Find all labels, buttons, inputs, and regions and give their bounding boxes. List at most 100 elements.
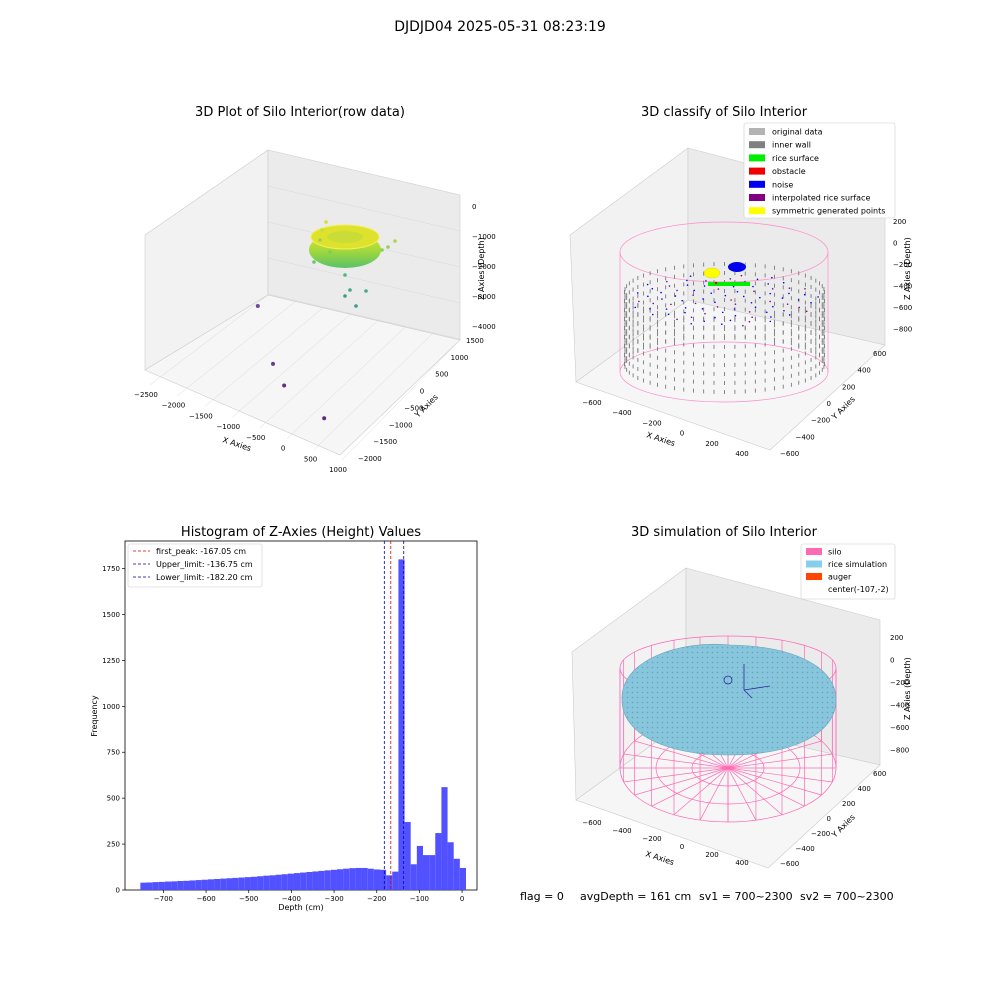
panel2-surface-point — [646, 283, 649, 286]
panel2-wall-point — [815, 337, 817, 342]
panel2-wall-point — [693, 388, 694, 393]
panel2-wall-point — [724, 262, 725, 266]
panel2-wall-point — [821, 293, 823, 298]
panel2-wall-point — [764, 342, 766, 347]
panel2-wall-point — [713, 307, 715, 312]
panel2-wall-point — [734, 325, 736, 330]
panel2-wall-point — [626, 320, 628, 325]
panel2-wall-point — [632, 364, 634, 369]
panel1-data-point — [348, 288, 352, 292]
panel1-ztick: −2000 — [472, 263, 496, 271]
histogram-bar — [361, 867, 368, 890]
panel2-symmetric-points — [703, 267, 721, 279]
panel2-wall-point — [674, 319, 675, 324]
histogram-ytick: 1750 — [102, 565, 120, 573]
histogram-bar — [386, 875, 393, 890]
panel2-wall-point — [774, 386, 775, 391]
histogram-bar — [429, 855, 436, 890]
panel1-ytick: 1000 — [451, 354, 469, 362]
panel2-wall-point — [790, 373, 792, 378]
panel2-wall-point — [637, 376, 639, 380]
panel2-surface-point — [684, 311, 686, 314]
panel2-wall-point — [703, 271, 705, 276]
histogram-bar — [250, 876, 258, 890]
panel2-wall-point — [819, 370, 821, 375]
panel2-wall-point — [821, 338, 823, 343]
panel4-ztick: −600 — [890, 724, 909, 732]
panel2-wall-point — [804, 351, 806, 356]
panel2-ztick: −400 — [893, 283, 912, 291]
panel2-wall-point — [744, 316, 746, 321]
panel2-wall-point — [798, 371, 800, 376]
panel2-legend-label: noise — [772, 180, 793, 189]
panel2-wall-point — [683, 351, 685, 356]
panel2-wall-point — [624, 305, 626, 310]
panel2-wall-point — [815, 278, 817, 283]
panel2-wall-point — [649, 371, 651, 376]
panel2-wall-point — [764, 309, 766, 314]
panel2-surface-point — [692, 294, 694, 296]
panel2-ztick: 0 — [893, 240, 897, 248]
panel2-wall-point — [810, 376, 812, 380]
panel2-wall-point — [810, 303, 812, 307]
panel2-wall-point — [774, 350, 775, 355]
panel2-wall-point — [744, 271, 746, 276]
panel4-ytick: 400 — [858, 785, 871, 793]
panel2-wall-point — [628, 281, 630, 286]
panel2-xtick: −400 — [612, 409, 631, 417]
panel1-outlier-point — [255, 304, 260, 309]
panel2-wall-point — [628, 326, 630, 331]
panel2-surface-point — [817, 296, 819, 298]
panel2-legend-label: original data — [772, 128, 823, 137]
histogram-bar — [324, 870, 331, 890]
panel2-wall-point — [782, 348, 784, 353]
panel2-wall-point — [774, 319, 775, 324]
panel2-wall-point — [798, 289, 800, 294]
panel2-xtick: 200 — [705, 440, 718, 448]
panel2-surface-point — [759, 296, 761, 299]
panel2-wall-point — [734, 334, 736, 339]
panel1-ztick: −1000 — [472, 233, 496, 241]
panel2-wall-point — [703, 289, 705, 294]
panel2-wall-point — [810, 294, 812, 298]
panel2-wall-point — [815, 305, 817, 310]
panel2-wall-point — [782, 294, 784, 299]
panel1-xtick: −1500 — [189, 412, 213, 420]
histogram-bar — [146, 882, 153, 890]
panel2-wall-point — [649, 325, 651, 330]
panel2-surface-point — [717, 288, 720, 290]
panel2-wall-point — [624, 341, 626, 346]
panel2-surface-point — [788, 314, 791, 316]
panel2-wall-point — [624, 344, 625, 348]
panel2-wall-point — [628, 290, 630, 295]
panel2-wall-point — [643, 291, 644, 296]
panel2-wall-point — [754, 370, 756, 375]
panel2-wall-point — [628, 308, 630, 313]
panel2-wall-point — [624, 287, 626, 292]
panel2-ytick: 0 — [827, 400, 831, 408]
histogram-bar — [207, 879, 215, 890]
histogram-bar — [306, 871, 313, 890]
panel2-wall-point — [626, 367, 628, 372]
panel2-surface-point — [769, 292, 772, 295]
histogram-ylabel: Frequency — [90, 695, 99, 737]
panel2-wall-point — [764, 315, 766, 320]
panel2-legend-swatch — [749, 167, 765, 175]
histogram-bar — [373, 869, 380, 890]
histogram-bar — [343, 868, 350, 890]
panel4-xtick: 200 — [705, 851, 718, 859]
panel2-wall-point — [819, 335, 821, 340]
panel2-surface-point — [729, 319, 732, 322]
panel2-wall-point — [674, 368, 675, 373]
panel2-wall-point — [774, 314, 775, 319]
footer-sv1: sv1 = 700~2300 — [699, 890, 793, 903]
panel2-surface-point — [729, 278, 732, 280]
panel2-wall-point — [764, 369, 766, 374]
panel2-wall-point — [804, 378, 806, 383]
panel2-wall-point — [637, 294, 639, 298]
panel4-wire-spoke — [727, 740, 822, 769]
histogram-bar — [183, 880, 190, 890]
panel2-wall-point — [790, 382, 792, 387]
histogram-bar — [416, 845, 423, 890]
panel2-wall-point — [734, 344, 736, 349]
